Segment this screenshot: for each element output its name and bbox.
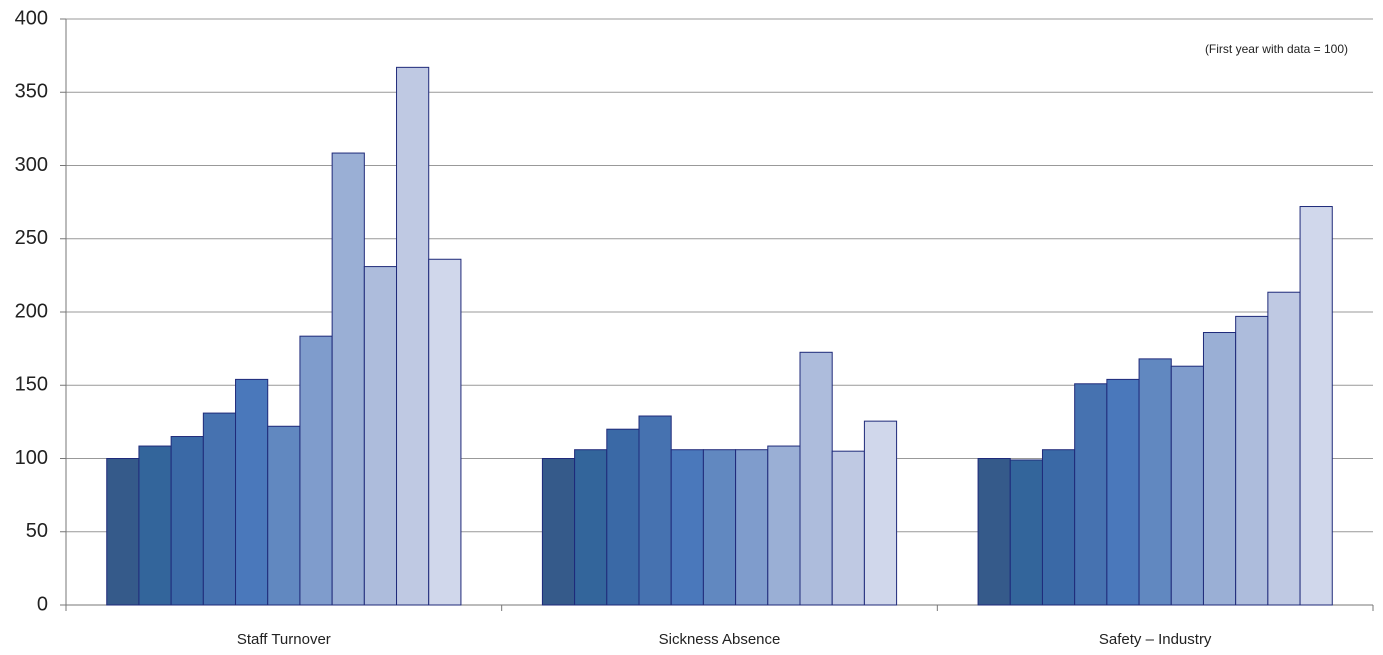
bar (267, 425, 301, 606)
bar (1041, 449, 1076, 606)
bar (831, 450, 865, 606)
bar (1202, 332, 1237, 606)
bar (106, 458, 140, 606)
y-tick-label: 50 (26, 520, 48, 542)
y-tick-label: 0 (37, 593, 48, 615)
bar (235, 378, 269, 606)
bar (202, 412, 237, 606)
bar (299, 335, 333, 606)
y-tick-label: 150 (15, 374, 48, 396)
bar (702, 449, 737, 606)
bar (863, 420, 898, 606)
bar (1074, 383, 1108, 606)
bar (1299, 206, 1333, 606)
bar (331, 152, 365, 606)
y-tick-label: 400 (15, 7, 48, 29)
bar (363, 266, 398, 606)
x-tick-label: Staff Turnover (237, 631, 331, 648)
bar (638, 415, 672, 606)
bar (428, 258, 462, 606)
bar (1138, 358, 1172, 606)
bar (396, 66, 430, 606)
bar (1170, 365, 1204, 606)
y-tick-label: 300 (15, 154, 48, 176)
bar (1009, 459, 1043, 606)
bar (574, 449, 608, 606)
bar (735, 449, 769, 606)
y-tick-label: 100 (15, 447, 48, 469)
bar (541, 458, 576, 606)
bar (977, 458, 1011, 606)
y-tick-label: 250 (15, 227, 48, 249)
bar (767, 445, 801, 606)
bar (799, 351, 833, 606)
bar (1267, 291, 1301, 606)
bar (170, 436, 204, 606)
x-tick-label: Sickness Absence (659, 631, 781, 648)
bar (1235, 315, 1269, 606)
bar (606, 428, 640, 606)
annotation: (First year with data = 100) (1205, 42, 1348, 56)
bar (138, 445, 172, 606)
y-tick-label: 200 (15, 300, 48, 322)
bar (1106, 378, 1140, 606)
x-tick-label: Safety – Industry (1099, 631, 1212, 648)
bar (670, 449, 704, 606)
y-tick-label: 350 (15, 81, 48, 103)
